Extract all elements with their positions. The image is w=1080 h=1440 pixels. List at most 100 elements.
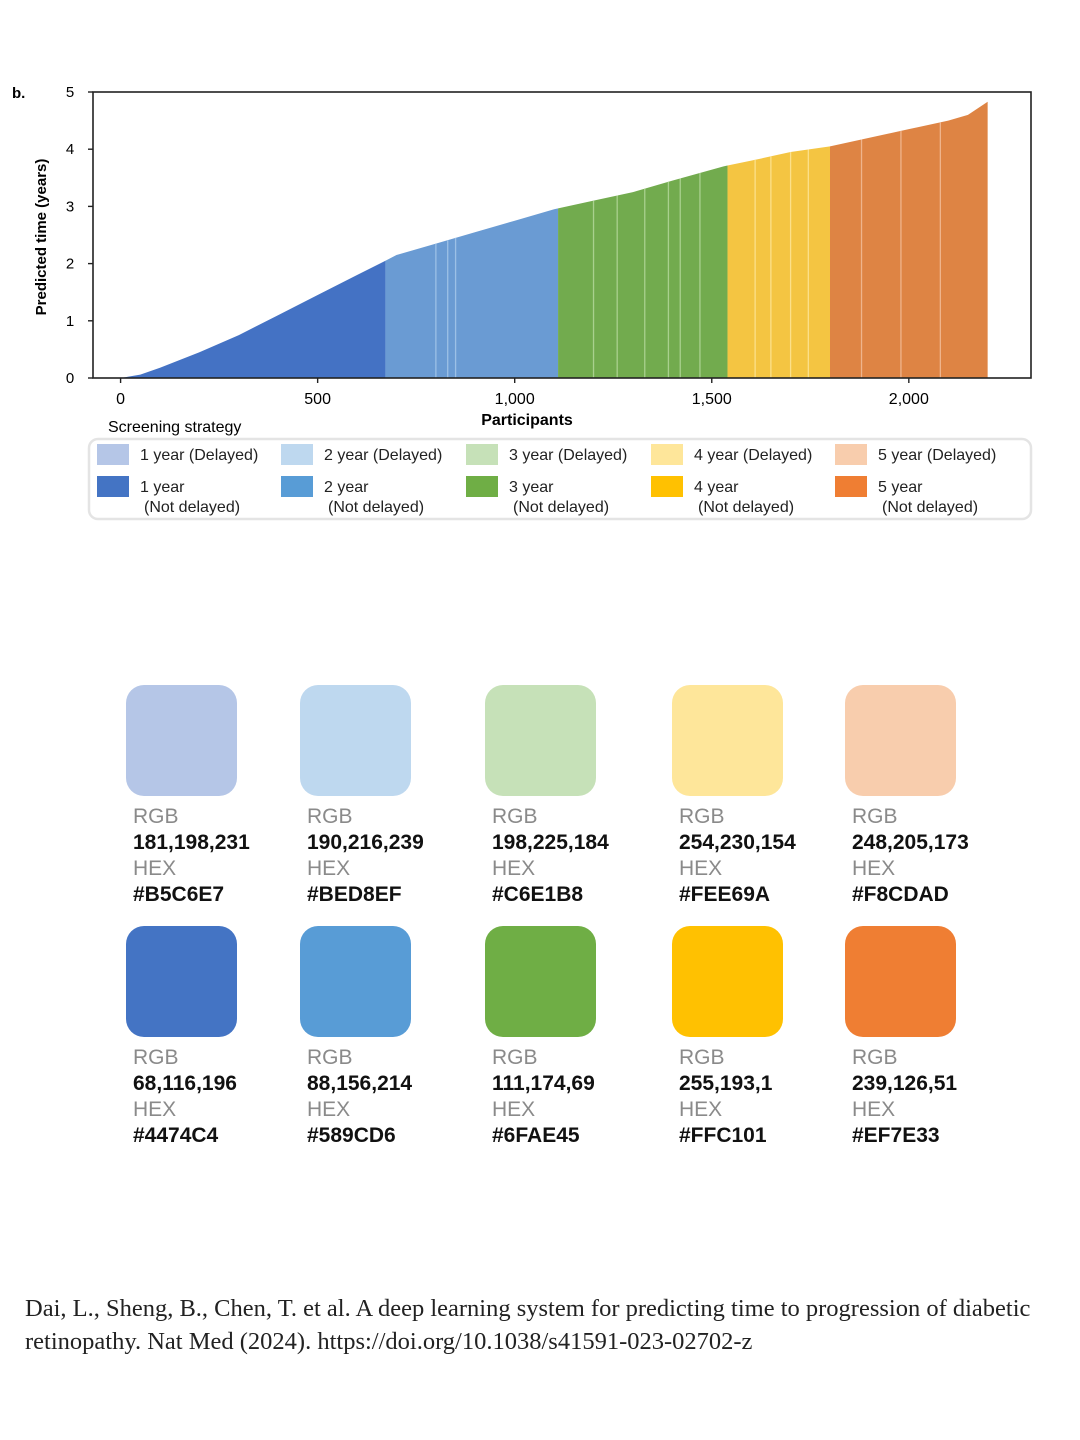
hex-value: #EF7E33	[852, 1124, 940, 1147]
x-tick-label: 1,500	[692, 391, 732, 408]
rgb-label: RGB	[492, 805, 538, 828]
legend-label: 2 year (Delayed)	[324, 447, 442, 464]
swatch-card: RGB 111,174,69 HEX #6FAE45	[485, 926, 665, 1149]
rgb-label: RGB	[852, 1046, 898, 1069]
panel-label: b.	[12, 85, 25, 102]
color-swatch	[300, 926, 411, 1037]
rgb-value: 254,230,154	[679, 831, 796, 854]
swatch-card: RGB 88,156,214 HEX #589CD6	[300, 926, 480, 1149]
color-swatch	[126, 926, 237, 1037]
legend-label: 3 year	[509, 479, 554, 496]
legend-label: 3 year (Delayed)	[509, 447, 627, 464]
swatch-card: RGB 190,216,239 HEX #BED8EF	[300, 685, 480, 908]
color-swatch	[300, 685, 411, 796]
rgb-value: 88,156,214	[307, 1072, 413, 1095]
hex-label: HEX	[852, 857, 896, 880]
hex-value: #BED8EF	[307, 883, 402, 906]
segment-2-year	[385, 208, 559, 378]
y-tick-label: 0	[66, 370, 74, 387]
swatch-card: RGB 239,126,51 HEX #EF7E33	[845, 926, 1025, 1149]
swatch-card: RGB 181,198,231 HEX #B5C6E7	[126, 685, 306, 908]
swatch-card: RGB 254,230,154 HEX #FEE69A	[672, 685, 852, 908]
color-swatch	[485, 926, 596, 1037]
legend-sublabel: (Not delayed)	[144, 499, 240, 516]
rgb-value: 248,205,173	[852, 831, 969, 854]
rgb-value: 255,193,1	[679, 1072, 773, 1095]
legend-sublabel: (Not delayed)	[328, 499, 424, 516]
hex-value: #589CD6	[307, 1124, 396, 1147]
rgb-value: 239,126,51	[852, 1072, 958, 1095]
rgb-value: 111,174,69	[492, 1072, 595, 1095]
legend-swatch	[281, 476, 313, 497]
rgb-label: RGB	[307, 805, 353, 828]
color-swatch	[485, 685, 596, 796]
legend-label: 2 year	[324, 479, 369, 496]
x-axis-title: Participants	[481, 412, 573, 429]
y-axis: 0 1 2 3 4 5	[66, 84, 93, 387]
rgb-label: RGB	[133, 1046, 179, 1069]
color-swatch	[845, 685, 956, 796]
hex-label: HEX	[133, 1098, 177, 1121]
y-tick-label: 2	[66, 256, 74, 273]
segment-4-year	[727, 146, 830, 378]
segment-3-year	[558, 165, 728, 378]
swatch-card: RGB 198,225,184 HEX #C6E1B8	[485, 685, 665, 908]
x-tick-label: 500	[304, 391, 331, 408]
hex-label: HEX	[133, 857, 177, 880]
rgb-label: RGB	[679, 805, 725, 828]
color-swatch	[672, 685, 783, 796]
color-swatch	[845, 926, 956, 1037]
y-axis-title: Predicted time (years)	[33, 159, 50, 316]
swatch-card: RGB 68,116,196 HEX #4474C4	[126, 926, 306, 1149]
legend-frame	[87, 437, 1033, 521]
legend-label: 5 year (Delayed)	[878, 447, 996, 464]
legend-title: Screening strategy	[108, 419, 241, 436]
segment-1-year	[120, 260, 386, 378]
y-tick-label: 1	[66, 313, 74, 330]
legend-label: 4 year (Delayed)	[694, 447, 812, 464]
x-tick-label: 2,000	[889, 391, 929, 408]
legend: 1 year (Delayed) 2 year (Delayed) 3 year (…	[87, 437, 1033, 521]
rgb-value: 190,216,239	[307, 831, 424, 854]
rgb-label: RGB	[492, 1046, 538, 1069]
rgb-value: 68,116,196	[133, 1072, 237, 1095]
hex-value: #4474C4	[133, 1124, 219, 1147]
hex-value: #B5C6E7	[133, 883, 225, 906]
legend-label: 1 year (Delayed)	[140, 447, 258, 464]
rgb-value: 198,225,184	[492, 831, 609, 854]
legend-swatch	[97, 476, 129, 497]
rgb-label: RGB	[133, 805, 179, 828]
x-tick-label: 0	[116, 391, 125, 408]
hex-label: HEX	[679, 857, 723, 880]
hex-value: #F8CDAD	[852, 883, 949, 906]
legend-sublabel: (Not delayed)	[698, 499, 794, 516]
legend-swatch	[466, 444, 498, 465]
hex-label: HEX	[492, 1098, 536, 1121]
hex-value: #6FAE45	[492, 1124, 580, 1147]
legend-label: 5 year	[878, 479, 923, 496]
legend-swatch	[651, 476, 683, 497]
x-axis: 0 500 1,000 1,500 2,000	[116, 378, 929, 408]
swatch-card: RGB 248,205,173 HEX #F8CDAD	[845, 685, 1025, 908]
hex-label: HEX	[679, 1098, 723, 1121]
hex-value: #FFC101	[679, 1124, 767, 1147]
citation: Dai, L., Sheng, B., Chen, T. et al. A de…	[25, 1295, 1031, 1355]
legend-swatch	[466, 476, 498, 497]
y-tick-label: 4	[66, 141, 74, 158]
x-tick-label: 1,000	[495, 391, 535, 408]
legend-label: 4 year	[694, 479, 739, 496]
color-swatch	[126, 685, 237, 796]
color-swatch	[672, 926, 783, 1037]
legend-label: 1 year	[140, 479, 185, 496]
rgb-value: 181,198,231	[133, 831, 250, 854]
legend-swatch	[835, 476, 867, 497]
plot-frame	[92, 91, 1032, 379]
rgb-label: RGB	[679, 1046, 725, 1069]
legend-sublabel: (Not delayed)	[513, 499, 609, 516]
rgb-label: RGB	[307, 1046, 353, 1069]
swatch-card: RGB 255,193,1 HEX #FFC101	[672, 926, 852, 1149]
hex-label: HEX	[307, 857, 351, 880]
plot-area	[92, 91, 1032, 379]
hex-label: HEX	[492, 857, 536, 880]
legend-swatch	[651, 444, 683, 465]
